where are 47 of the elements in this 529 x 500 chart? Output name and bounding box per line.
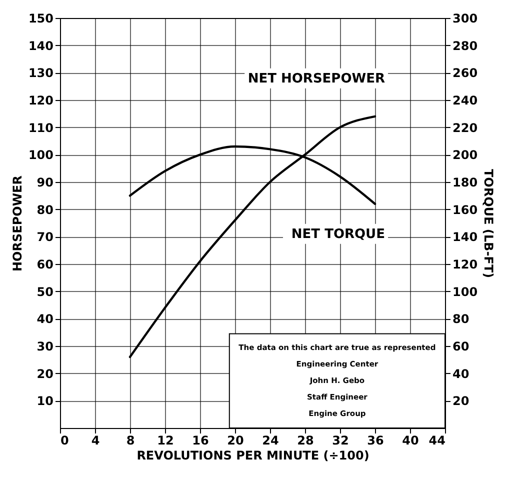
x-tick-label: 24	[262, 434, 279, 448]
y2-tick-label: 300	[452, 12, 478, 26]
x-tick-label: 12	[157, 434, 174, 448]
y-tick-label: 20	[36, 366, 54, 381]
y2-tick-label: 280	[452, 38, 478, 53]
y-tick-label: 90	[36, 176, 54, 190]
text: NET HORSEPOWER	[248, 71, 385, 86]
y-tick-label: 50	[36, 284, 54, 299]
x-tick-label: 4	[91, 434, 100, 448]
x-tick-label: 8	[126, 434, 135, 448]
x-tick-label: 36	[367, 434, 384, 448]
y2-tick-label: 260	[452, 66, 478, 80]
y2-tick-label: 60	[452, 340, 470, 354]
y-tick-label: 70	[36, 230, 54, 244]
y-tick-label: 40	[36, 312, 54, 326]
y-tick-label: 110	[28, 120, 54, 135]
x-tick-label: 40	[402, 434, 419, 448]
y2-tick-label: 220	[452, 120, 478, 135]
y2-tick-label: 40	[452, 366, 470, 381]
x-tick-label: 28	[297, 434, 314, 448]
y-axis-title: HORSEPOWER	[10, 176, 24, 272]
y2-tick-label: 100	[452, 284, 478, 299]
y-tick-label: 60	[36, 258, 54, 272]
y2-tick-label: 160	[452, 202, 478, 217]
y2-tick-label: 20	[452, 394, 470, 408]
y-tick-label: 140	[28, 38, 54, 53]
y2-tick-label: 180	[452, 176, 478, 190]
x-tick-label: 32	[332, 434, 349, 448]
x-tick-label: 20	[227, 434, 244, 448]
y-tick-label: 30	[36, 340, 54, 354]
x-tick-label: 16	[192, 434, 209, 448]
y2-axis-title: TORQUE (LB-FT)	[482, 168, 496, 278]
y-tick-label: 10	[36, 394, 54, 408]
y-tick-label: 100	[28, 148, 54, 162]
y-tick-label: 120	[28, 94, 54, 108]
y2-tick-label: 140	[452, 230, 478, 244]
y-tick-label: 80	[36, 202, 54, 217]
x-axis-title: REVOLUTIONS PER MINUTE (÷100)	[136, 448, 370, 462]
y2-tick-label: 120	[452, 258, 478, 272]
x-tick-label: 44	[428, 434, 446, 448]
series-label: NET TORQUE	[291, 226, 385, 242]
y-tick-label: 150	[28, 12, 54, 26]
y2-tick-label: 80	[452, 312, 470, 326]
x-tick-label: 0	[60, 434, 69, 448]
y-tick-label: 130	[28, 66, 54, 80]
y2-tick-label: 200	[452, 148, 478, 162]
y2-tick-label: 240	[452, 94, 478, 108]
